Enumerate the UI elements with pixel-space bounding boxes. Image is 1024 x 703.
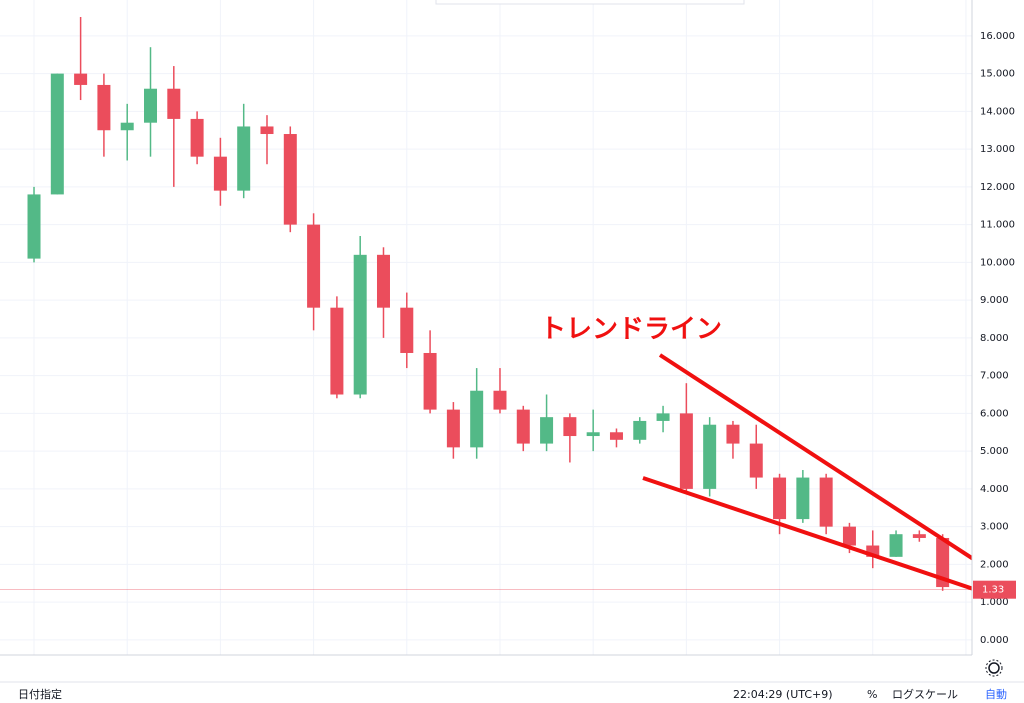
y-tick-label: 10.000 — [980, 257, 1015, 268]
x-tick-label: 2020 — [953, 662, 978, 673]
last-price-label: 1.33 — [982, 585, 1004, 596]
candle-body — [213, 156, 227, 191]
legend-box — [435, 0, 745, 5]
y-tick-label: 14.000 — [980, 106, 1015, 117]
settings-icon[interactable] — [985, 659, 1003, 677]
candle-body — [376, 254, 390, 308]
candle-body — [50, 73, 64, 195]
candle-body — [563, 417, 577, 437]
candle-body — [97, 84, 111, 131]
candle-body — [470, 390, 484, 448]
y-tick-label: 2.000 — [980, 559, 1009, 570]
candle-body — [330, 307, 344, 395]
candle-body — [353, 254, 367, 395]
candle-body — [237, 126, 251, 191]
y-tick-label: 3.000 — [980, 522, 1009, 533]
candle-body — [27, 194, 41, 259]
axis-labels: 0.000 1.000 2.000 3.000 4.000 5.000 6.000 7.000… — [973, 31, 1016, 646]
candle-body — [936, 537, 950, 588]
x-tick-label: 2004 — [580, 662, 605, 673]
candle-body — [679, 413, 693, 489]
y-tick-label: 4.000 — [980, 484, 1009, 495]
y-tick-label: 0.000 — [980, 635, 1009, 646]
candle-body — [609, 432, 623, 440]
x-tick-label: 1992 — [301, 662, 326, 673]
price-axis — [972, 0, 1024, 655]
candle-body — [120, 122, 134, 131]
log-toggle[interactable]: ログスケール — [892, 687, 958, 701]
y-tick-label: 12.000 — [980, 182, 1015, 193]
auto-toggle[interactable]: 自動 — [985, 687, 1007, 701]
candle-body — [866, 545, 880, 557]
candle-body — [516, 409, 530, 444]
candle-body — [307, 224, 321, 308]
last-price-box — [973, 580, 1016, 599]
x-tick-label: 2016 — [860, 662, 885, 673]
y-tick-label: 11.000 — [980, 220, 1015, 231]
candle-body — [586, 432, 600, 437]
candle-body — [400, 307, 414, 353]
y-tick-label: 6.000 — [980, 408, 1009, 419]
candle-body — [167, 88, 181, 119]
x-tick-label: 1988 — [208, 662, 233, 673]
candle-body — [842, 526, 856, 546]
trendline-upper — [658, 353, 1024, 594]
annotation: トレンドライン — [540, 315, 722, 345]
candle-body — [260, 126, 274, 135]
candle-body — [540, 417, 554, 444]
clock: 22:04:29 (UTC+9) — [733, 688, 833, 701]
y-tick-label: 9.000 — [980, 295, 1009, 306]
candle-body — [819, 477, 833, 527]
candle-body — [446, 409, 460, 448]
candle-body — [703, 424, 717, 489]
x-tick-label: 2000 — [487, 662, 512, 673]
candle-body — [773, 477, 787, 520]
y-tick-label: 8.000 — [980, 333, 1009, 344]
candle-body — [74, 73, 88, 85]
date-range[interactable]: 日付指定 — [18, 687, 62, 701]
candle-body — [726, 424, 740, 444]
candle-body — [190, 118, 204, 157]
candle-body — [912, 534, 926, 538]
candle-body — [144, 88, 158, 123]
y-tick-label: 5.000 — [980, 446, 1009, 457]
candle-body — [633, 420, 647, 440]
candle-body — [283, 134, 297, 225]
y-tick-label: 16.000 — [980, 31, 1015, 42]
x-tick-label: 2008 — [674, 662, 699, 673]
x-tick-label: 1984 — [114, 662, 139, 673]
x-tick-label: 1980 — [21, 662, 46, 673]
candle-body — [423, 352, 437, 410]
trendline-lower — [642, 476, 1024, 608]
candle-body — [889, 534, 903, 557]
candle-body — [656, 413, 670, 421]
x-tick-label: 2012 — [767, 662, 792, 673]
y-tick-label: 7.000 — [980, 371, 1009, 382]
candle-body — [796, 477, 810, 520]
candle-body — [749, 443, 763, 478]
x-tick-label: 1996 — [394, 662, 419, 673]
candles: 1980 1984 1988 1992 1996 2000 2004 2008 2012 2016… — [21, 16, 978, 673]
grid — [0, 0, 972, 655]
y-tick-label: 1.000 — [980, 597, 1009, 608]
candle-body — [493, 390, 507, 410]
y-tick-label: 13.000 — [980, 144, 1015, 155]
percent-toggle[interactable]: % — [867, 688, 877, 701]
y-tick-label: 15.000 — [980, 69, 1015, 80]
